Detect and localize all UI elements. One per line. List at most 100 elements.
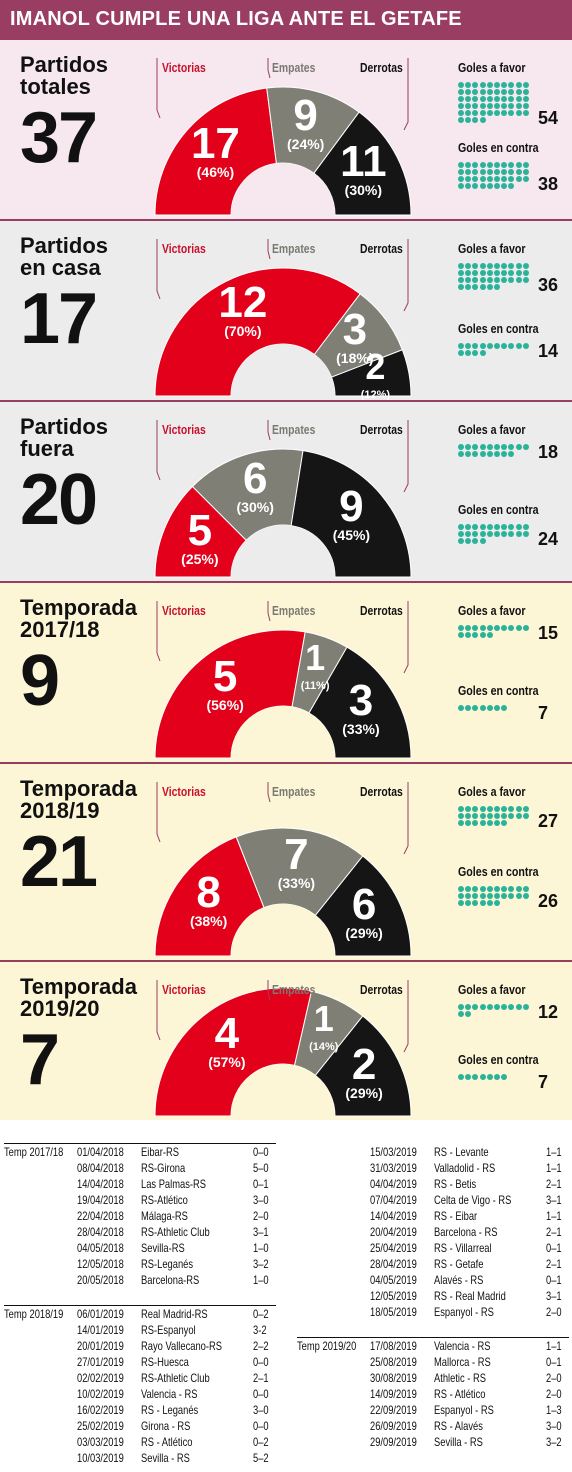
match-teams: Sevilla - RS [434, 1435, 483, 1449]
goal-dot [458, 270, 464, 276]
goal-dot [479, 1004, 486, 1010]
goles-favor-value: 27 [538, 811, 559, 831]
goal-dot [501, 82, 508, 88]
legend-line-derrotas [403, 420, 409, 493]
goal-dot [458, 350, 464, 356]
donut-hole [231, 344, 335, 396]
goal-dot [486, 705, 493, 711]
goal-dot [515, 893, 522, 899]
goal-dot [458, 162, 464, 168]
match-score: 0–1 [546, 1355, 562, 1369]
goal-dot [472, 625, 479, 631]
goal-dot [501, 103, 508, 109]
match-teams: Barcelona - RS [434, 1225, 498, 1239]
goal-dot [508, 444, 515, 450]
match-teams: Girona - RS [141, 1419, 191, 1433]
goal-dot [508, 96, 515, 102]
goles-contra-label: Goles en contra [458, 321, 539, 336]
goal-dot [458, 820, 464, 826]
match-teams: Sevilla - RS [141, 1451, 190, 1465]
goal-dot [494, 96, 500, 102]
goal-dot [458, 893, 464, 899]
goal-dot [522, 169, 529, 175]
goles-contra-value: 14 [538, 341, 559, 361]
slice-value-label: 5 (56%) [206, 655, 243, 714]
slice-value-label: 1 (14%) [309, 999, 338, 1055]
goal-dot [515, 277, 522, 283]
goal-dot [515, 162, 522, 168]
panel-title-line: fuera [20, 436, 74, 461]
goal-dot [479, 169, 486, 175]
match-teams: Espanyol - RS [434, 1305, 494, 1319]
goal-dot [479, 625, 486, 631]
goal-dot [458, 176, 464, 182]
legend-line-empates [267, 980, 271, 1001]
goal-dot [458, 343, 464, 349]
panel-title-line: 2017/18 [20, 617, 100, 642]
legend-line-derrotas [403, 782, 409, 855]
donut-chart [154, 239, 412, 397]
goal-dot [479, 1074, 486, 1080]
goal-dot [465, 451, 472, 457]
legend-line-victorias [156, 601, 161, 662]
goal-dot [486, 625, 493, 631]
slice-value-label: 9 (24%) [286, 93, 325, 152]
legend-line-derrotas [403, 980, 409, 1053]
match-teams: RS-Huesca [141, 1355, 189, 1369]
match-teams: Las Palmas-RS [141, 1177, 207, 1191]
goal-dot [479, 343, 486, 349]
goal-dot [508, 89, 515, 95]
slice-value: 6 [242, 454, 268, 504]
goal-dot [465, 117, 472, 123]
goal-dot [465, 813, 472, 819]
match-teams: Alavés - RS [434, 1273, 484, 1287]
legend-victorias: Victorias [162, 982, 206, 997]
legend-victorias: Victorias [162, 241, 206, 256]
panel-title: Partidos en casa [20, 235, 108, 279]
match-teams: RS-Athletic Club [141, 1225, 210, 1239]
legend-line-empates [267, 420, 271, 441]
goal-dot [458, 117, 464, 123]
legend-derrotas: Derrotas [360, 982, 403, 997]
donut-hole [231, 163, 335, 215]
goal-dot [508, 524, 515, 530]
stats-panel: Temporada 2019/20 7 Victorias Empates Derrota… [0, 960, 572, 1120]
goal-dot [494, 524, 500, 530]
goal-dot [465, 89, 472, 95]
goal-dot [472, 96, 479, 102]
slice-percent: (24%) [286, 135, 325, 152]
goal-dot [515, 343, 522, 349]
goal-dot [465, 183, 472, 189]
match-teams: RS-Athletic Club [141, 1371, 210, 1385]
slice-percent: (29%) [345, 1084, 383, 1101]
table-divider [4, 1305, 276, 1306]
goal-dot [508, 451, 515, 457]
results-tables: Temp 2017/18 01/04/2018 Eibar-RS 0–0 08/04/2… [0, 1133, 572, 1472]
goles-contra-value: 26 [538, 891, 559, 911]
goal-dot [522, 886, 529, 892]
donut-hole [231, 904, 335, 956]
match-score: 2–1 [546, 1225, 562, 1239]
slice-percent: (29%) [345, 924, 383, 941]
goal-dot [501, 886, 508, 892]
goal-dot [486, 820, 493, 826]
goal-dot [486, 806, 493, 812]
goal-dot [479, 531, 486, 537]
goal-dot [465, 705, 472, 711]
goal-dot [479, 183, 486, 189]
goal-dot [472, 270, 479, 276]
goal-dot [522, 82, 529, 88]
goal-dot [458, 183, 464, 189]
legend-empates: Empates [272, 784, 316, 799]
goal-dot [458, 96, 464, 102]
panel-title-line: Temporada [20, 595, 137, 620]
goal-dot [486, 1004, 493, 1010]
goal-dot [515, 176, 522, 182]
goal-dot [479, 110, 486, 116]
panel-title: Partidos fuera [20, 416, 108, 460]
goal-dot [508, 625, 515, 631]
goal-dot [486, 96, 493, 102]
goal-dot [501, 813, 508, 819]
goal-dot [494, 893, 500, 899]
goal-dot [465, 169, 472, 175]
